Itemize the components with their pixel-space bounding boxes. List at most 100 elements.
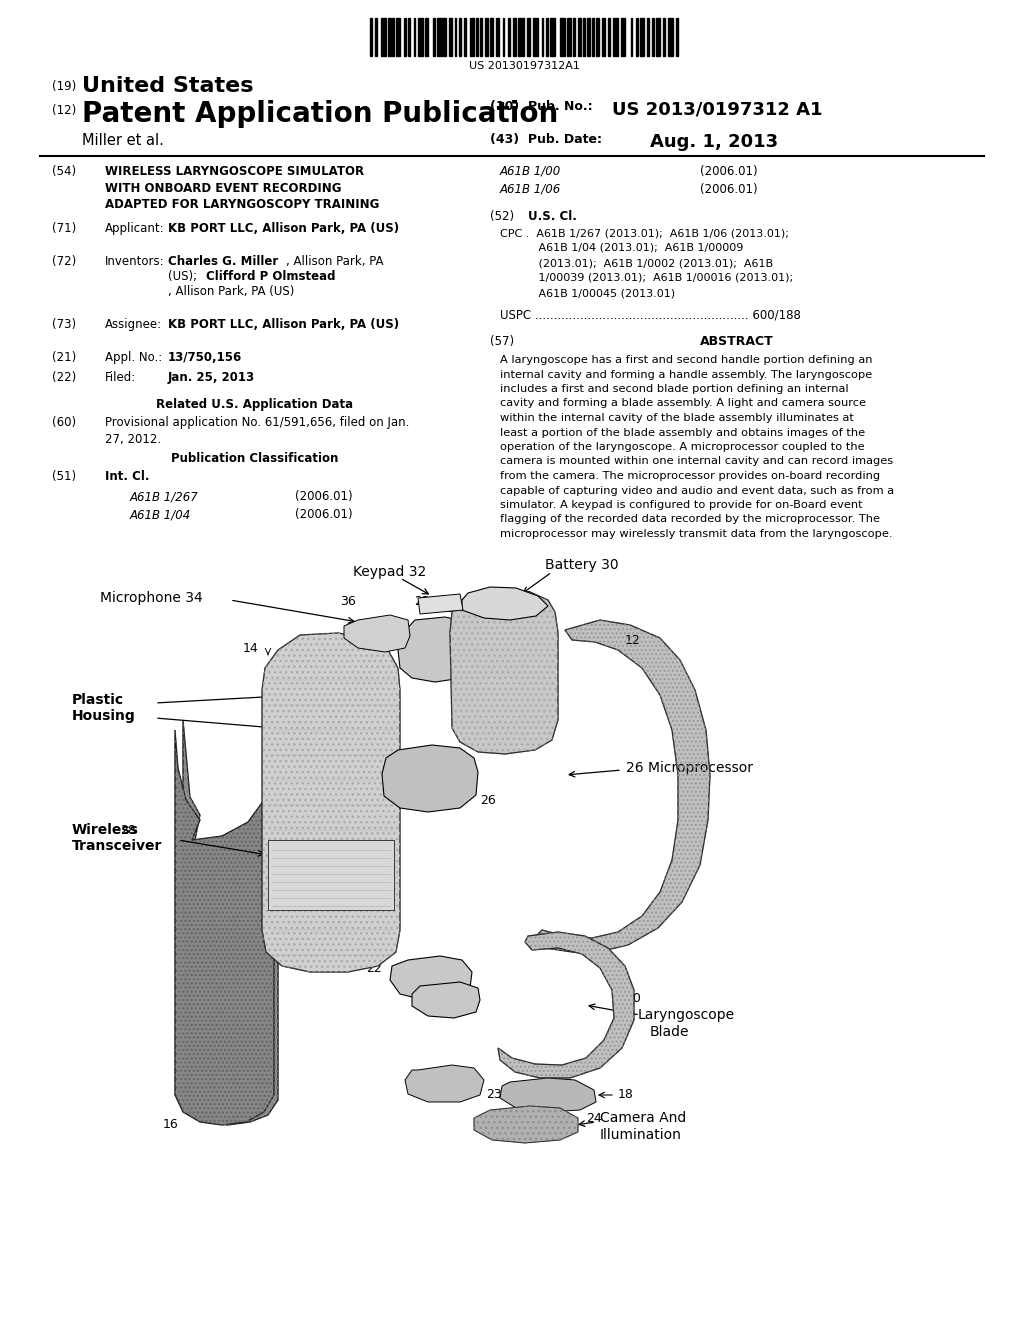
Bar [480,18,482,55]
Bar [542,18,544,55]
Text: (22): (22) [52,371,76,384]
Polygon shape [500,1078,596,1111]
Text: A laryngoscope has a first and second handle portion defining an: A laryngoscope has a first and second ha… [500,355,872,366]
Text: flagging of the recorded data recorded by the microprocessor. The: flagging of the recorded data recorded b… [500,515,880,524]
Bar [414,18,416,55]
Text: simulator. A keypad is configured to provide for on-Board event: simulator. A keypad is configured to pro… [500,500,862,510]
Polygon shape [406,1065,484,1102]
Bar [425,18,428,55]
Bar [375,18,377,55]
Bar [513,18,516,55]
Bar [567,18,571,55]
Bar [669,18,673,55]
Text: 24: 24 [586,1111,602,1125]
Text: (10)  Pub. No.:: (10) Pub. No.: [490,100,593,114]
Text: (54): (54) [52,165,76,178]
Text: (19): (19) [52,81,76,92]
Text: US 20130197312A1: US 20130197312A1 [469,61,580,71]
Bar [592,18,594,55]
Bar [437,18,441,55]
Text: A61B 1/267: A61B 1/267 [130,490,199,503]
Bar [656,18,660,55]
Polygon shape [382,744,478,812]
Text: Camera And: Camera And [600,1111,686,1125]
Text: A61B 1/00: A61B 1/00 [500,165,561,178]
Text: (12): (12) [52,104,76,117]
Polygon shape [262,634,400,972]
Bar [550,18,555,55]
Text: capable of capturing video and audio and event data, such as from a: capable of capturing video and audio and… [500,486,894,495]
Bar [640,18,644,55]
Text: Filed:: Filed: [105,371,136,384]
Text: 22: 22 [367,961,382,974]
Bar [518,18,521,55]
Text: (2013.01);  A61B 1/0002 (2013.01);  A61B: (2013.01); A61B 1/0002 (2013.01); A61B [500,257,773,268]
Bar [613,18,617,55]
Polygon shape [530,620,710,952]
Text: Applicant:: Applicant: [105,222,165,235]
Text: (2006.01): (2006.01) [700,165,758,178]
Text: 23: 23 [486,1089,502,1101]
Bar [508,18,510,55]
Text: Laryngoscope: Laryngoscope [638,1008,735,1022]
Bar [602,18,605,55]
Text: 16: 16 [162,1118,178,1131]
Bar [652,18,653,55]
Text: Patent Application Publication: Patent Application Publication [82,100,558,128]
Polygon shape [175,730,274,1125]
Text: (60): (60) [52,416,76,429]
Bar [418,18,423,55]
Bar [596,18,599,55]
Polygon shape [498,932,634,1078]
Text: A61B 1/04 (2013.01);  A61B 1/00009: A61B 1/04 (2013.01); A61B 1/00009 [500,243,743,253]
Text: Housing: Housing [72,709,136,723]
Text: (52): (52) [490,210,514,223]
Bar [404,18,407,55]
Text: cavity and forming a blade assembly. A light and camera source: cavity and forming a blade assembly. A l… [500,399,866,408]
Bar [470,18,473,55]
Text: Assignee:: Assignee: [105,318,162,331]
Text: Clifford P Olmstead: Clifford P Olmstead [206,271,336,282]
Bar [476,18,478,55]
Text: (43)  Pub. Date:: (43) Pub. Date: [490,133,602,147]
Text: Miller et al.: Miller et al. [82,133,164,148]
Text: Publication Classification: Publication Classification [171,451,339,465]
Bar [621,18,626,55]
Bar [388,18,391,55]
Text: Appl. No.:: Appl. No.: [105,351,162,364]
Bar [450,18,453,55]
Text: Aug. 1, 2013: Aug. 1, 2013 [650,133,778,150]
Text: 18: 18 [618,1089,634,1101]
Bar [534,18,539,55]
Bar [490,18,493,55]
Text: A61B 1/06: A61B 1/06 [500,183,561,195]
Text: U.S. Cl.: U.S. Cl. [528,210,577,223]
Text: , Allison Park, PA: , Allison Park, PA [286,255,384,268]
Text: 22: 22 [454,985,470,998]
Bar [408,18,410,55]
Text: WIRELESS LARYNGOSCOPE SIMULATOR
WITH ONBOARD EVENT RECORDING
ADAPTED FOR LARYNGO: WIRELESS LARYNGOSCOPE SIMULATOR WITH ONB… [105,165,379,211]
Text: , Allison Park, PA (US): , Allison Park, PA (US) [168,285,294,298]
Text: (51): (51) [52,470,76,483]
Text: includes a first and second blade portion defining an internal: includes a first and second blade portio… [500,384,849,393]
Text: CPC .  A61B 1/267 (2013.01);  A61B 1/06 (2013.01);: CPC . A61B 1/267 (2013.01); A61B 1/06 (2… [500,228,788,238]
Text: (72): (72) [52,255,76,268]
Text: Transceiver: Transceiver [72,840,163,853]
Text: Wireless: Wireless [72,822,139,837]
Bar [637,18,638,55]
Text: camera is mounted within one internal cavity and can record images: camera is mounted within one internal ca… [500,457,893,466]
Text: Int. Cl.: Int. Cl. [105,470,150,483]
Bar [676,18,678,55]
Bar [631,18,632,55]
Bar [647,18,648,55]
Bar [527,18,529,55]
Bar [607,18,610,55]
Bar [433,18,435,55]
Bar [663,18,665,55]
Text: 28: 28 [120,824,136,837]
Text: US 2013/0197312 A1: US 2013/0197312 A1 [612,100,822,117]
Bar [497,18,499,55]
Polygon shape [344,615,410,652]
Bar [459,18,461,55]
Text: KB PORT LLC, Allison Park, PA (US): KB PORT LLC, Allison Park, PA (US) [168,318,399,331]
